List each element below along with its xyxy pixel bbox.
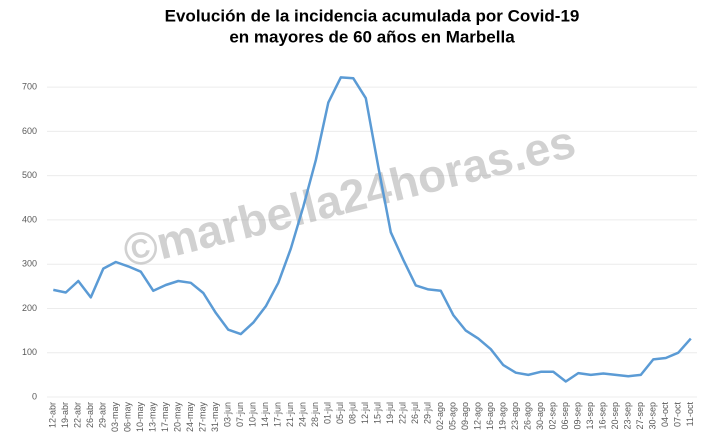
x-tick-label: 19-abr (60, 402, 70, 428)
y-tick-label: 300 (22, 259, 37, 269)
x-tick-label: 30-sep (648, 402, 658, 430)
x-tick-label: 22-abr (73, 402, 83, 428)
x-tick-label: 07-jun (235, 402, 245, 427)
x-tick-label: 12-ago (473, 402, 483, 430)
x-tick-label: 29-jul (423, 402, 433, 424)
x-tick-label: 17-jun (273, 402, 283, 427)
x-tick-label: 03-jun (223, 402, 233, 427)
x-tick-label: 09-ago (460, 402, 470, 430)
x-tick-label: 13-may (148, 402, 158, 433)
x-tick-label: 29-abr (98, 402, 108, 428)
y-tick-label: 200 (22, 303, 37, 313)
x-tick-label: 10-jun (248, 402, 258, 427)
x-tick-label: 22-jul (398, 402, 408, 424)
y-tick-label: 400 (22, 214, 37, 224)
x-tick-label: 17-may (160, 402, 170, 433)
x-tick-label: 05-ago (448, 402, 458, 430)
x-tick-label: 23-ago (510, 402, 520, 430)
y-tick-label: 700 (22, 82, 37, 92)
x-tick-label: 24-jun (298, 402, 308, 427)
x-tick-label: 10-may (135, 402, 145, 433)
x-tick-label: 07-oct (673, 402, 683, 428)
watermark: ©marbella24horas.es (118, 115, 580, 278)
x-tick-label: 06-may (123, 402, 133, 433)
x-tick-label: 08-jul (348, 402, 358, 424)
x-tick-label: 13-sep (585, 402, 595, 430)
x-tick-label: 16-sep (598, 402, 608, 430)
x-tick-label: 16-ago (485, 402, 495, 430)
x-tick-label: 27-may (198, 402, 208, 433)
x-tick-label: 06-sep (560, 402, 570, 430)
x-tick-label: 02-ago (435, 402, 445, 430)
x-tick-label: 03-may (110, 402, 120, 433)
x-tick-label: 09-sep (573, 402, 583, 430)
chart-title: en mayores de 60 años en Marbella (229, 27, 515, 46)
x-tick-label: 19-ago (498, 402, 508, 430)
x-tick-label: 24-may (185, 402, 195, 433)
x-tick-label: 31-may (210, 402, 220, 433)
x-tick-label: 30-ago (535, 402, 545, 430)
y-tick-label: 0 (32, 391, 37, 401)
y-tick-label: 600 (22, 126, 37, 136)
x-tick-label: 15-jul (373, 402, 383, 424)
chart-title: Evolución de la incidencia acumulada por… (165, 6, 580, 25)
x-tick-label: 19-jul (385, 402, 395, 424)
x-tick-label: 11-oct (685, 402, 695, 427)
y-tick-label: 500 (22, 170, 37, 180)
x-tick-label: 12-jul (360, 402, 370, 424)
x-tick-label: 28-jun (310, 402, 320, 427)
y-tick-label: 100 (22, 347, 37, 357)
x-tick-label: 26-abr (85, 402, 95, 428)
x-tick-label: 04-oct (660, 402, 670, 428)
x-tick-label: 01-jul (323, 402, 333, 424)
x-tick-label: 26-ago (523, 402, 533, 430)
x-tick-label: 12-abr (48, 402, 58, 428)
x-tick-label: 21-jun (285, 402, 295, 427)
x-tick-label: 23-sep (623, 402, 633, 430)
x-tick-label: 20-may (173, 402, 183, 433)
x-tick-label: 27-sep (635, 402, 645, 430)
x-tick-label: 14-jun (260, 402, 270, 427)
x-tick-label: 05-jul (335, 402, 345, 424)
data-line (53, 76, 692, 383)
x-tick-label: 20-sep (610, 402, 620, 430)
x-tick-label: 26-jul (410, 402, 420, 424)
x-tick-label: 02-sep (548, 402, 558, 430)
